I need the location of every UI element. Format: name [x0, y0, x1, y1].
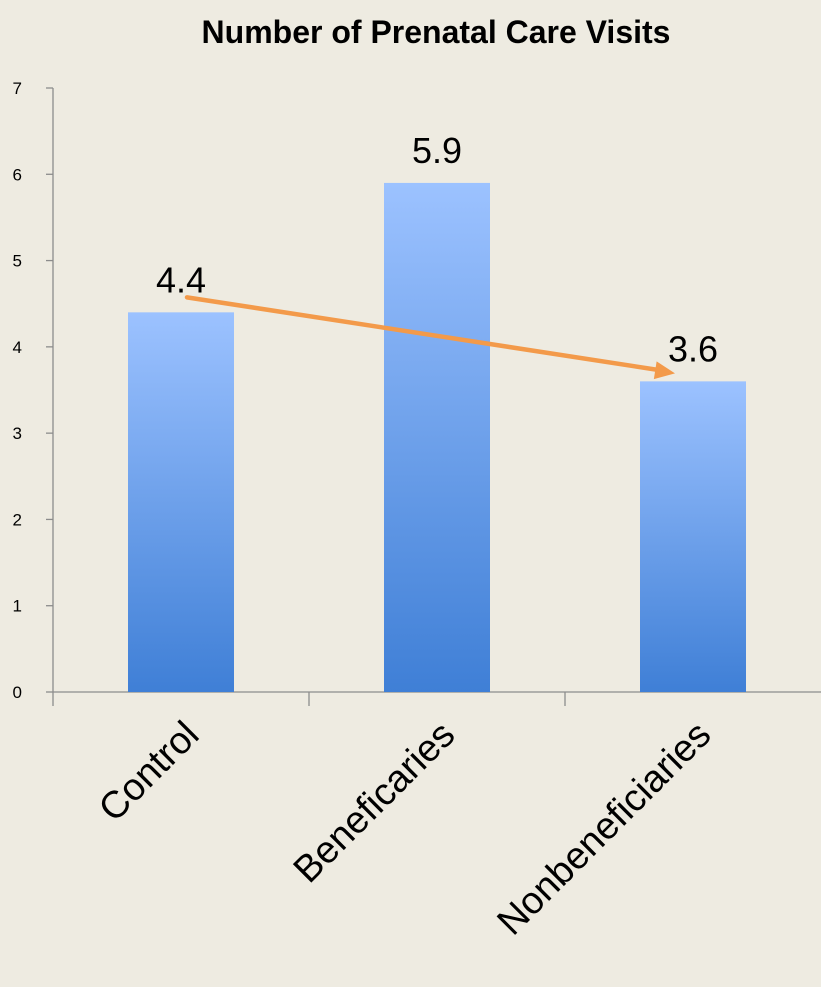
y-tick-label: 6	[13, 165, 22, 184]
y-tick-label: 5	[13, 252, 22, 271]
x-tick-label: Nonbeneficiaries	[490, 714, 720, 944]
data-label: 5.9	[412, 130, 462, 171]
y-axis: 0 1 2 3 4 5 6 7	[13, 79, 54, 702]
y-tick-label: 2	[13, 510, 22, 529]
chart-title: Number of Prenatal Care Visits	[202, 14, 671, 50]
y-tick-label: 3	[13, 424, 22, 443]
bar-control	[128, 312, 234, 692]
data-label: 4.4	[156, 259, 206, 300]
bar-beneficaries	[384, 182, 490, 692]
trend-arrow-head	[653, 361, 675, 380]
x-tick-label: Control	[91, 714, 207, 830]
data-label: 3.6	[668, 328, 718, 369]
y-tick-label: 1	[13, 597, 22, 616]
trend-arrow-shaft	[184, 295, 664, 373]
bar-nonbeneficiaries	[640, 381, 746, 692]
y-tick-label: 7	[13, 79, 22, 98]
y-tick-label: 0	[13, 683, 22, 702]
bars	[128, 182, 746, 692]
data-labels: 4.4 5.9 3.6	[156, 130, 718, 369]
y-tick-label: 4	[13, 338, 22, 357]
trend-arrow	[184, 295, 675, 380]
x-axis: Control Beneficaries Nonbeneficiaries	[52, 691, 821, 944]
x-tick-label: Beneficaries	[286, 714, 464, 892]
